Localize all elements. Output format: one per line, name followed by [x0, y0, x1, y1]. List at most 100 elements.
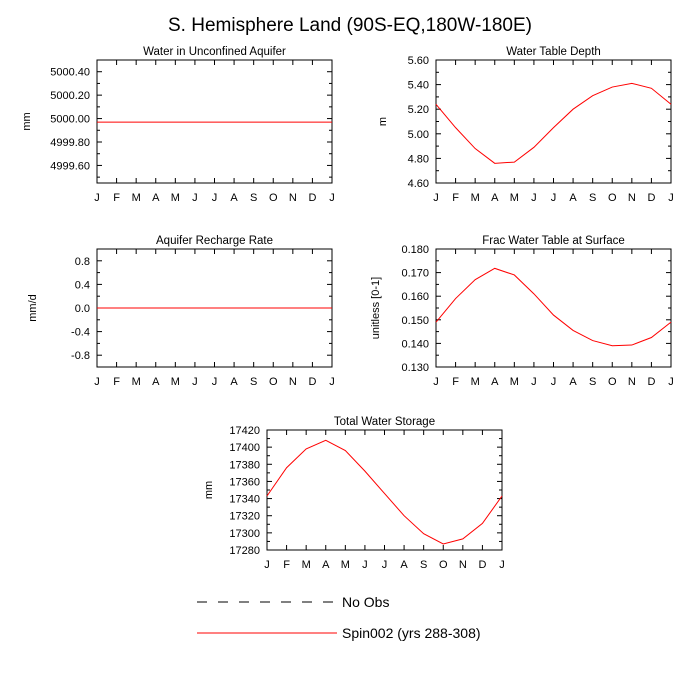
y-axis-label: m — [377, 117, 389, 126]
x-tick-label: N — [289, 376, 297, 388]
x-tick-label: O — [269, 192, 278, 204]
x-tick-label: M — [132, 376, 141, 388]
y-tick-label: 0.130 — [401, 362, 429, 374]
x-tick-label: J — [192, 192, 198, 204]
x-tick-label: O — [439, 559, 448, 571]
x-tick-label: J — [531, 376, 537, 388]
legend-entry: Spin002 (yrs 288-308) — [197, 625, 481, 641]
legend: No Obs Spin002 (yrs 288-308) — [197, 594, 481, 641]
y-tick-label: 5.00 — [408, 129, 429, 141]
x-tick-label: F — [113, 376, 120, 388]
x-tick-label: J — [382, 559, 388, 571]
x-tick-label: J — [329, 192, 335, 204]
x-tick-label: J — [94, 376, 100, 388]
x-tick-label: J — [433, 376, 439, 388]
x-tick-label: M — [341, 559, 350, 571]
y-tick-label: 5.60 — [408, 55, 429, 67]
x-tick-label: M — [171, 376, 180, 388]
x-tick-label: J — [433, 192, 439, 204]
x-tick-label: A — [152, 376, 160, 388]
x-tick-label: N — [459, 559, 467, 571]
x-tick-label: S — [589, 376, 596, 388]
x-tick-label: J — [362, 559, 368, 571]
x-tick-label: F — [283, 559, 290, 571]
y-tick-label: 4999.60 — [50, 160, 90, 172]
x-tick-label: M — [171, 192, 180, 204]
plot-frame — [435, 59, 672, 184]
x-tick-label: D — [308, 376, 316, 388]
y-tick-label: 4.60 — [408, 178, 429, 190]
x-tick-label: J — [329, 376, 335, 388]
x-tick-label: A — [230, 192, 238, 204]
series-line — [266, 439, 503, 545]
panel-1: Water in Unconfined Aquifer 4999.60 4999.8… — [21, 46, 335, 204]
legend-label: No Obs — [342, 594, 389, 610]
y-tick-label: 17420 — [229, 425, 260, 437]
y-tick-label: 0.180 — [401, 244, 429, 256]
y-tick-label: 5000.40 — [50, 67, 90, 79]
x-tick-label: O — [269, 376, 278, 388]
plot-frame — [266, 429, 503, 551]
x-tick-label: D — [478, 559, 486, 571]
legend-label: Spin002 (yrs 288-308) — [342, 625, 481, 641]
y-tick-label: 5.20 — [408, 104, 429, 116]
y-tick-label: 0.8 — [75, 256, 90, 268]
x-tick-label: M — [471, 192, 480, 204]
panel-2: Water Table Depth 4.60 4.80 5.00 5.20 5.40 5.6… — [377, 46, 674, 204]
x-tick-label: O — [608, 376, 617, 388]
x-tick-label: D — [308, 192, 316, 204]
x-tick-label: S — [250, 376, 257, 388]
y-tick-label: 0.4 — [75, 279, 90, 291]
y-tick-label: 17280 — [229, 545, 260, 557]
x-tick-label: F — [452, 376, 459, 388]
y-tick-label: 0.140 — [401, 338, 429, 350]
panel-title: Frac Water Table at Surface — [482, 235, 625, 247]
x-tick-label: J — [551, 192, 557, 204]
x-tick-label: S — [589, 192, 596, 204]
x-tick-label: A — [152, 192, 160, 204]
x-tick-label: A — [491, 376, 499, 388]
x-tick-label: M — [132, 192, 141, 204]
x-tick-label: J — [531, 192, 537, 204]
x-tick-label: J — [499, 559, 505, 571]
y-tick-label: 5.40 — [408, 80, 429, 92]
x-tick-label: A — [569, 192, 577, 204]
y-tick-label: 17340 — [229, 494, 260, 506]
plot-frame — [96, 59, 333, 184]
x-tick-label: J — [192, 376, 198, 388]
y-tick-label: -0.4 — [71, 327, 90, 339]
figure-title: S. Hemisphere Land (90S-EQ,180W-180E) — [168, 15, 532, 36]
x-tick-label: J — [668, 192, 674, 204]
x-tick-label: M — [302, 559, 311, 571]
series-line — [435, 82, 672, 164]
x-tick-label: J — [212, 192, 218, 204]
y-tick-label: 0.160 — [401, 291, 429, 303]
x-tick-label: J — [212, 376, 218, 388]
y-tick-label: 0.0 — [75, 303, 90, 315]
y-axis-label: mm — [203, 481, 215, 499]
panel-title: Water Table Depth — [506, 46, 601, 58]
x-tick-label: J — [94, 192, 100, 204]
panels: Water in Unconfined Aquifer 4999.60 4999.8… — [21, 46, 674, 571]
y-tick-label: 4999.80 — [50, 137, 90, 149]
y-tick-label: 17300 — [229, 528, 260, 540]
panel-title: Water in Unconfined Aquifer — [143, 46, 286, 58]
x-tick-label: J — [551, 376, 557, 388]
series-line — [435, 267, 672, 347]
x-tick-label: N — [289, 192, 297, 204]
x-tick-label: J — [668, 376, 674, 388]
y-tick-label: 17360 — [229, 476, 260, 488]
x-tick-label: D — [647, 192, 655, 204]
x-tick-label: A — [400, 559, 408, 571]
y-tick-label: -0.8 — [71, 350, 90, 362]
y-tick-label: 4.80 — [408, 153, 429, 165]
panel-title: Total Water Storage — [334, 416, 435, 428]
y-tick-label: 17320 — [229, 511, 260, 523]
x-tick-label: F — [452, 192, 459, 204]
x-tick-label: M — [510, 376, 519, 388]
panel-4: Frac Water Table at Surface 0.130 0.140 0.1… — [370, 235, 674, 388]
plot-frame — [435, 248, 672, 368]
x-tick-label: D — [647, 376, 655, 388]
legend-entry: No Obs — [197, 594, 389, 610]
y-tick-label: 17380 — [229, 459, 260, 471]
